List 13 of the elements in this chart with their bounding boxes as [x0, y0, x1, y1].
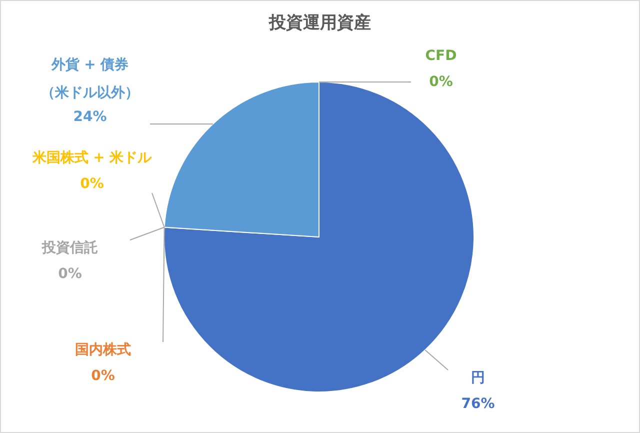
slice-label: 外貨 + 債券（米ドル以外）	[41, 56, 139, 101]
category-label: 米国株式 + 米ドル	[32, 150, 152, 166]
text: 0%	[80, 176, 104, 192]
chart-title: 投資運用資産	[268, 13, 371, 33]
text: 0%	[429, 74, 453, 90]
data-label: 24%	[73, 108, 107, 125]
data-label: 76%	[461, 396, 495, 412]
category-label: 国内株式	[75, 342, 131, 358]
category-label: 投資信託	[42, 240, 98, 256]
category-label: CFD	[425, 48, 457, 64]
text: 0%	[58, 266, 82, 282]
slice-label: 円	[471, 370, 485, 386]
text: 0%	[91, 368, 115, 384]
